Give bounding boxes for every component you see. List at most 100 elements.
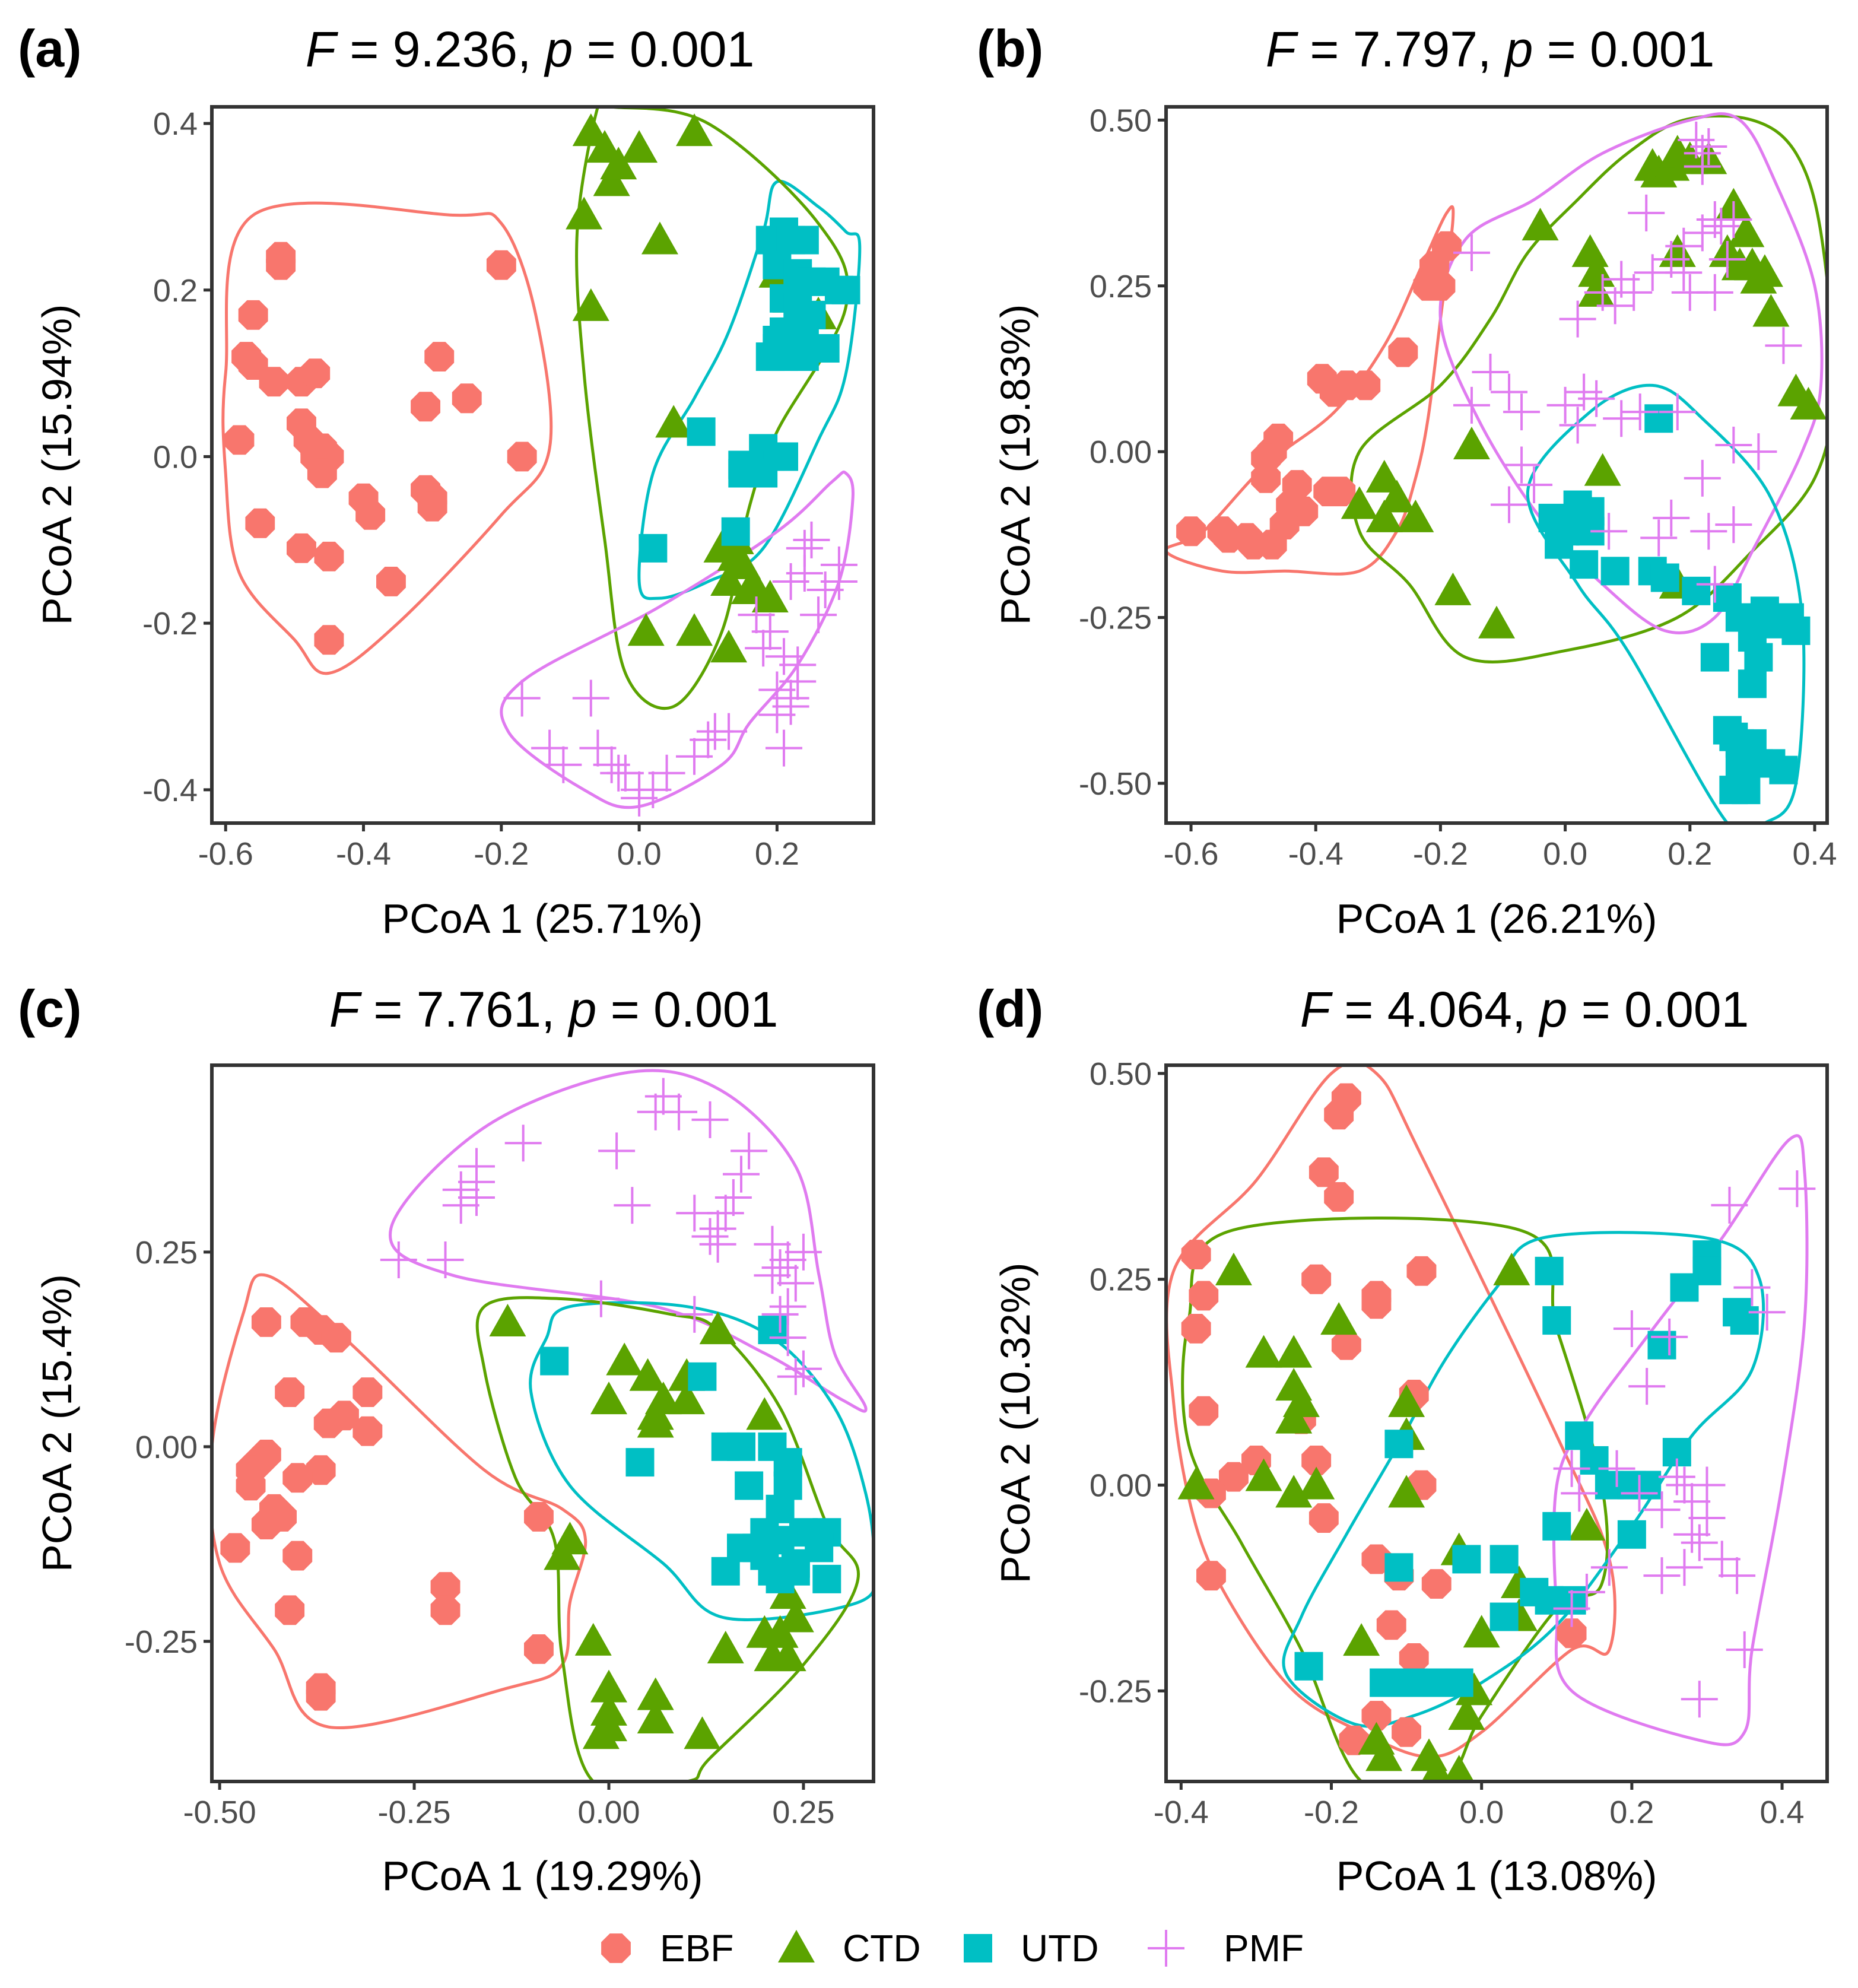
point-pmf bbox=[1628, 194, 1665, 231]
point-utd bbox=[790, 226, 819, 255]
hull-ebf bbox=[212, 1273, 587, 1729]
point-pmf bbox=[1690, 513, 1727, 550]
plot-frame bbox=[1164, 1063, 1829, 1783]
y-tick-label: -0.2 bbox=[142, 606, 198, 642]
point-ctd bbox=[676, 613, 713, 646]
point-ctd bbox=[1275, 1475, 1313, 1508]
point-ctd bbox=[1421, 1755, 1452, 1781]
point-ctd bbox=[637, 1677, 674, 1710]
point-ebf bbox=[1308, 1157, 1339, 1187]
point-ebf bbox=[238, 300, 268, 330]
point-ctd bbox=[1727, 214, 1765, 247]
point-ebf bbox=[220, 1533, 250, 1563]
point-pmf bbox=[1715, 506, 1752, 544]
x-tick-label: 0.25 bbox=[772, 1795, 834, 1830]
point-utd bbox=[831, 275, 860, 304]
point-ebf bbox=[1196, 1561, 1226, 1591]
point-ctd bbox=[590, 1382, 627, 1415]
point-pmf bbox=[820, 546, 857, 583]
point-ctd bbox=[582, 1716, 620, 1749]
title-f-symbol: F bbox=[1266, 21, 1299, 77]
point-ctd bbox=[1493, 1252, 1530, 1285]
circle-icon bbox=[601, 1933, 631, 1963]
point-ebf bbox=[430, 1572, 460, 1602]
point-ebf bbox=[1413, 271, 1443, 301]
point-ctd bbox=[1522, 208, 1559, 241]
point-pmf bbox=[1516, 466, 1553, 504]
x-tick-label: 0.0 bbox=[1543, 836, 1587, 872]
y-axis-title: PCoA 2 (15.94%) bbox=[34, 304, 80, 625]
point-ebf bbox=[251, 1307, 281, 1337]
point-ctd bbox=[544, 1537, 581, 1570]
point-ebf bbox=[236, 1471, 266, 1501]
panel-label: (b) bbox=[977, 19, 1043, 78]
point-pmf bbox=[707, 1195, 744, 1232]
point-utd bbox=[1617, 1520, 1646, 1549]
point-pmf bbox=[1696, 274, 1733, 311]
point-pmf bbox=[1719, 1557, 1756, 1595]
point-ebf bbox=[352, 1377, 383, 1407]
axis-ticks: -0.6 -0.4 -0.2 0.0 0.2 0.4 -0.50 -0.25 0.00 0.25 0… bbox=[1079, 103, 1837, 872]
point-ctd bbox=[724, 546, 761, 579]
point-ebf bbox=[376, 567, 406, 596]
point-pmf bbox=[691, 1101, 729, 1138]
point-ctd bbox=[572, 288, 609, 321]
series-pmf bbox=[1453, 121, 1802, 603]
point-utd bbox=[687, 417, 716, 446]
series-utd bbox=[540, 1316, 841, 1593]
point-utd bbox=[711, 1557, 740, 1586]
point-pmf bbox=[1621, 393, 1659, 431]
point-pmf bbox=[676, 738, 713, 775]
point-ebf bbox=[486, 250, 516, 280]
x-tick-label: -0.2 bbox=[474, 836, 529, 872]
point-pmf bbox=[691, 1218, 729, 1255]
point-pmf bbox=[1628, 1368, 1666, 1405]
plus-icon bbox=[1148, 1930, 1184, 1967]
hull-ebf bbox=[221, 201, 553, 675]
point-ctd bbox=[590, 1669, 627, 1703]
point-ctd bbox=[1453, 426, 1490, 459]
plot-area bbox=[1166, 112, 1827, 823]
point-pmf bbox=[1778, 1170, 1816, 1208]
point-ebf bbox=[1324, 1182, 1354, 1212]
point-ebf bbox=[507, 442, 537, 472]
point-pmf bbox=[1559, 407, 1596, 444]
point-ctd bbox=[1434, 572, 1472, 605]
point-pmf bbox=[786, 529, 823, 567]
hull-pmf bbox=[389, 1069, 868, 1413]
point-ebf bbox=[287, 533, 316, 563]
square-icon bbox=[964, 1934, 992, 1962]
point-pmf bbox=[1690, 128, 1727, 166]
point-pmf bbox=[769, 1319, 806, 1357]
x-tick-label: -0.6 bbox=[1164, 836, 1219, 872]
point-pmf bbox=[1715, 426, 1752, 463]
point-utd bbox=[1545, 530, 1574, 559]
point-pmf bbox=[1688, 1500, 1726, 1537]
point-pmf bbox=[593, 746, 630, 783]
point-ebf bbox=[452, 383, 482, 414]
point-ebf bbox=[1301, 1446, 1332, 1475]
point-ebf bbox=[321, 1323, 351, 1353]
panel-label: (d) bbox=[977, 979, 1043, 1038]
point-ctd bbox=[668, 1382, 706, 1415]
legend-item-utd: UTD bbox=[964, 1927, 1099, 1970]
x-tick-label: -0.6 bbox=[198, 836, 253, 872]
point-ctd bbox=[699, 1311, 736, 1345]
point-pmf bbox=[676, 1195, 713, 1232]
panel-title: F = 9.236, p = 0.001 bbox=[306, 21, 755, 77]
title-p-symbol: p bbox=[567, 982, 597, 1037]
legend-marker-ebf bbox=[601, 1933, 631, 1963]
x-tick-label: 0.00 bbox=[577, 1795, 640, 1830]
point-utd bbox=[758, 1316, 787, 1345]
point-pmf bbox=[598, 1132, 636, 1170]
point-pmf bbox=[1584, 274, 1621, 311]
point-utd bbox=[1738, 669, 1767, 698]
point-ctd bbox=[1365, 459, 1403, 493]
point-ctd bbox=[1245, 1458, 1282, 1491]
x-tick-label: 0.2 bbox=[755, 836, 799, 872]
legend-item-pmf: PMF bbox=[1148, 1927, 1304, 1970]
point-utd bbox=[540, 1346, 569, 1376]
point-ctd bbox=[710, 563, 748, 596]
point-ebf bbox=[1189, 1396, 1219, 1426]
